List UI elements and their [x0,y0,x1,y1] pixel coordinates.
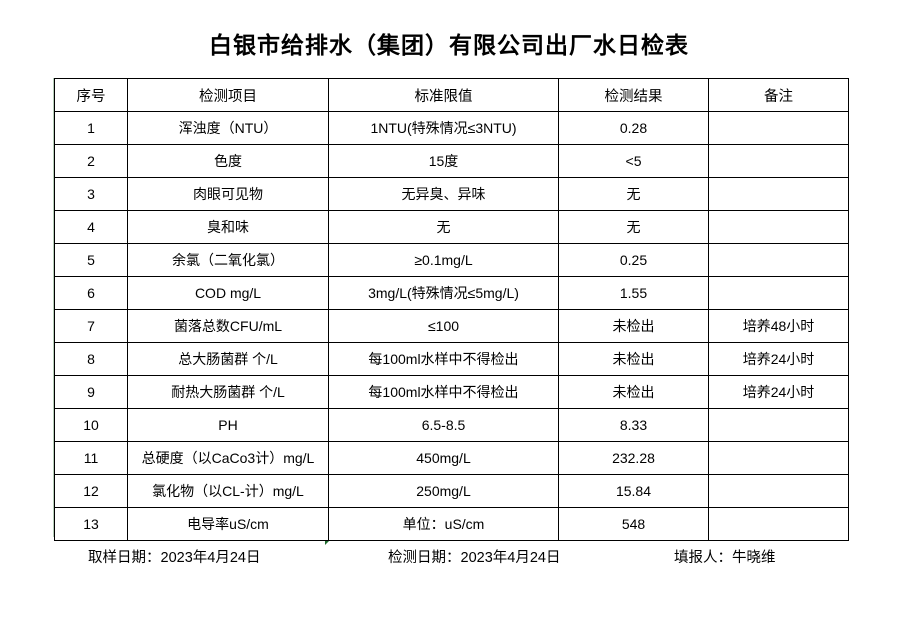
cell-limit: 无 [328,210,559,244]
table-row: 2 色度 15度 <5 [54,144,849,178]
cell-item: 肉眼可见物 [127,177,329,211]
cell-no: 13 [54,507,128,541]
cell-no: 6 [54,276,128,310]
cell-result: 232.28 [558,441,709,475]
cell-no: 8 [54,342,128,376]
cell-item: 总硬度（以CaCo3计）mg/L [127,441,329,475]
cell-note [708,276,849,310]
cell-result: 15.84 [558,474,709,508]
cell-limit: 6.5-8.5 [328,408,559,442]
sampling-date-label: 取样日期：2023年4月24日 [88,550,261,566]
cell-no: 1 [54,111,128,145]
cell-note: 培养48小时 [708,309,849,343]
cell-no: 7 [54,309,128,343]
cell-item: 浑浊度（NTU） [127,111,329,145]
table-row: 1 浑浊度（NTU） 1NTU(特殊情况≤3NTU) 0.28 [54,111,849,145]
reporter-label: 填报人：牛晓维 [674,550,776,566]
cell-no: 2 [54,144,128,178]
cell-note [708,144,849,178]
cell-result: 未检出 [558,342,709,376]
cell-note [708,441,849,475]
column-header-no: 序号 [54,78,128,112]
table-row: 9 耐热大肠菌群 个/L 每100ml水样中不得检出 未检出 培养24小时 [54,375,849,409]
inspection-table: 序号 检测项目 标准限值 检测结果 备注 1 浑浊度（NTU） 1NTU(特殊情况≤… [54,78,849,541]
cell-no: 9 [54,375,128,409]
cell-item: 余氯（二氧化氯） [127,243,329,277]
cell-limit: 250mg/L [328,474,559,508]
cell-limit: ≤100 [328,309,559,343]
cell-no: 10 [54,408,128,442]
cell-result: 未检出 [558,309,709,343]
inspection-table-wrapper: 序号 检测项目 标准限值 检测结果 备注 1 浑浊度（NTU） 1NTU(特殊情况≤… [54,78,849,541]
cell-item: PH [127,408,329,442]
cell-note [708,210,849,244]
cell-item: 臭和味 [127,210,329,244]
table-row: 5 余氯（二氧化氯） ≥0.1mg/L 0.25 [54,243,849,277]
cell-limit: 每100ml水样中不得检出 [328,375,559,409]
table-row: 4 臭和味无无 [54,210,849,244]
cell-note [708,111,849,145]
cell-note [708,507,849,541]
cell-result: 8.33 [558,408,709,442]
cell-note: 培养24小时 [708,375,849,409]
testing-date-label: 检测日期：2023年4月24日 [388,550,561,566]
cell-result: 未检出 [558,375,709,409]
table-header-row: 序号 检测项目 标准限值 检测结果 备注 [54,78,849,112]
cell-note [708,243,849,277]
cell-result: 0.28 [558,111,709,145]
cell-no: 11 [54,441,128,475]
table-row: 3 肉眼可见物 无异臭、异味无 [54,177,849,211]
cell-note [708,474,849,508]
cell-item: 氯化物（以CL-计）mg/L [127,474,329,508]
cell-limit: 3mg/L(特殊情况≤5mg/L) [328,276,559,310]
cell-item: 总大肠菌群 个/L [127,342,329,376]
column-header-limit: 标准限值 [328,78,559,112]
cell-no: 3 [54,177,128,211]
cell-limit: ≥0.1mg/L [328,243,559,277]
cell-item: 耐热大肠菌群 个/L [127,375,329,409]
table-row: 13 电导率uS/cm 单位：uS/cm 548 [54,507,849,541]
column-header-note: 备注 [708,78,849,112]
table-row: 12 氯化物（以CL-计）mg/L 250mg/L 15.84 [54,474,849,508]
cell-limit: 每100ml水样中不得检出 [328,342,559,376]
cell-no: 5 [54,243,128,277]
column-header-item: 检测项目 [127,78,329,112]
cell-limit: 单位：uS/cm [328,507,559,541]
table-header: 序号 检测项目 标准限值 检测结果 备注 [54,78,849,112]
table-row: 10 PH 6.5-8.5 8.33 [54,408,849,442]
cell-note [708,177,849,211]
table-row: 7 菌落总数CFU/mL ≤100 未检出 培养48小时 [54,309,849,343]
table-row: 8 总大肠菌群 个/L 每100ml水样中不得检出 未检出 培养24小时 [54,342,849,376]
cell-result: 0.25 [558,243,709,277]
cell-limit: 450mg/L [328,441,559,475]
cell-result: <5 [558,144,709,178]
cell-no: 12 [54,474,128,508]
cell-result: 548 [558,507,709,541]
cell-note [708,408,849,442]
cell-no: 4 [54,210,128,244]
page-title: 白银市给排水（集团）有限公司出厂水日检表 [209,33,689,58]
cell-limit: 15度 [328,144,559,178]
cell-result: 无 [558,177,709,211]
cell-item: 色度 [127,144,329,178]
footer: 取样日期：2023年4月24日 检测日期：2023年4月24日 填报人：牛晓维 [54,546,848,570]
cell-note: 培养24小时 [708,342,849,376]
cell-item: COD mg/L [127,276,329,310]
table-row: 6 COD mg/L 3mg/L(特殊情况≤5mg/L) 1.55 [54,276,849,310]
column-header-result: 检测结果 [558,78,709,112]
cell-result: 1.55 [558,276,709,310]
cell-item: 电导率uS/cm [127,507,329,541]
table-row: 11 总硬度（以CaCo3计）mg/L 450mg/L 232.28 [54,441,849,475]
cell-limit: 1NTU(特殊情况≤3NTU) [328,111,559,145]
table-body: 1 浑浊度（NTU） 1NTU(特殊情况≤3NTU) 0.28 2 色度 15度 <5 3 肉眼可… [54,111,849,541]
cell-limit: 无异臭、异味 [328,177,559,211]
cell-result: 无 [558,210,709,244]
cell-item: 菌落总数CFU/mL [127,309,329,343]
